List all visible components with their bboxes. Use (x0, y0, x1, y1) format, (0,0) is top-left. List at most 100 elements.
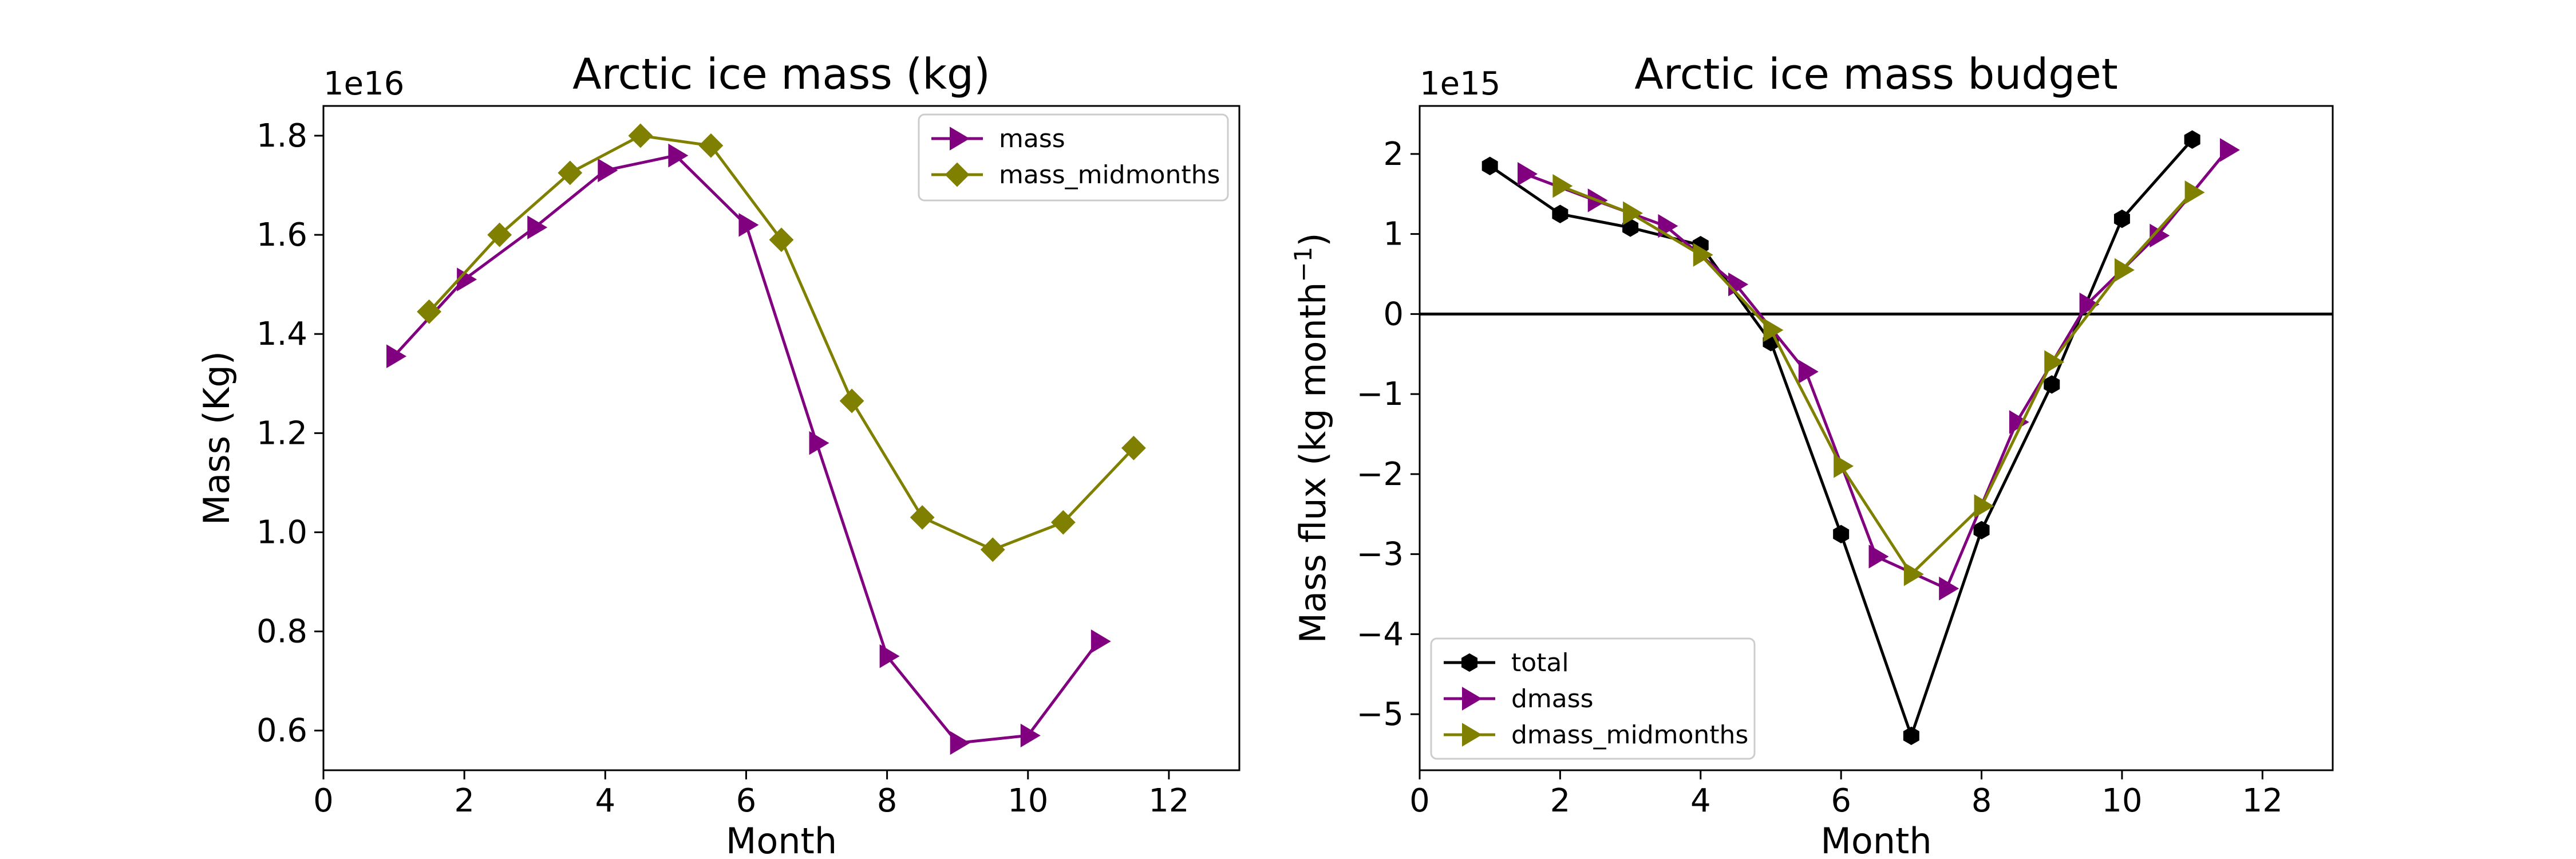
y-axis-label-superscript: −1 (1289, 247, 1317, 282)
legend-marker-total (1461, 653, 1477, 672)
data-point-mass_midmonths (417, 299, 442, 324)
x-tick-label: 4 (1690, 782, 1711, 819)
data-point-dmass (2079, 292, 2100, 317)
data-point-mass (598, 158, 618, 183)
data-point-mass (1020, 723, 1041, 748)
legend-label-dmass_midmonths: dmass_midmonths (1511, 720, 1748, 750)
x-tick-label: 8 (1971, 782, 1992, 819)
y-tick-label: 1.8 (256, 117, 307, 155)
data-point-mass_midmonths (1121, 435, 1146, 460)
data-point-mass_midmonths (1050, 510, 1076, 535)
data-point-mass (668, 143, 689, 168)
data-point-total (2044, 375, 2060, 394)
data-point-total (1833, 525, 1850, 543)
data-point-dmass (1728, 272, 1749, 297)
data-point-dmass_midmonths (1623, 201, 1643, 226)
data-point-mass_midmonths (487, 222, 512, 247)
data-point-total (1552, 204, 1568, 223)
x-axis-label: Month (1820, 820, 1931, 859)
y-tick-label: 1.2 (256, 415, 307, 452)
legend-label-dmass: dmass (1511, 684, 1594, 714)
data-point-mass_midmonths (698, 133, 724, 158)
data-point-total (1973, 521, 1990, 539)
y-tick-label: −4 (1356, 616, 1404, 653)
data-point-dmass_midmonths (1552, 174, 1573, 198)
data-point-mass (386, 344, 407, 368)
legend-box (918, 113, 1229, 202)
legend-marker-mass (950, 127, 970, 151)
y-axis-label: Mass flux (kg month−1) (1289, 233, 1334, 643)
legend-label-total: total (1511, 648, 1569, 677)
x-tick-label: 6 (736, 782, 757, 819)
chart-title: Arctic ice mass budget (1634, 50, 2118, 99)
y-tick-label: −5 (1356, 696, 1404, 733)
data-point-mass (809, 431, 829, 455)
data-point-mass (738, 213, 759, 237)
y-tick-label: −1 (1356, 376, 1404, 413)
plot-frame (322, 105, 1240, 771)
x-tick-label: 4 (595, 782, 615, 819)
data-point-dmass_midmonths (1834, 454, 1854, 478)
legend-marker-dmass_midmonths (1462, 723, 1482, 747)
data-point-dmass (1798, 360, 1819, 384)
data-point-dmass (1868, 545, 1889, 569)
data-point-dmass_midmonths (1693, 243, 1713, 267)
y-axis-label-main: Mass flux (kg month (1292, 282, 1334, 644)
legend: mass mass_midmonths (918, 113, 1229, 202)
y-tick-label: 0.6 (256, 712, 307, 750)
legend-label-mass: mass (999, 124, 1065, 153)
y-offset-label: 1e15 (1420, 65, 1500, 103)
y-tick-label: 1.6 (256, 216, 307, 254)
data-point-mass_midmonths (910, 505, 935, 530)
y-tick-label: 0.8 (256, 613, 307, 651)
x-axis-label: Month (726, 820, 837, 859)
x-tick-label: 6 (1831, 782, 1851, 819)
data-point-mass (950, 731, 970, 755)
y-tick-label: −3 (1356, 536, 1404, 573)
data-point-total (1481, 156, 1498, 175)
y-offset-label: 1e16 (323, 65, 404, 103)
y-tick-label: 0 (1383, 295, 1404, 333)
data-point-total (2113, 209, 2130, 228)
data-point-mass (527, 215, 548, 239)
legend-marker-mass_midmonths (945, 162, 970, 187)
x-tick-label: 10 (1008, 782, 1048, 819)
chart-title: Arctic ice mass (kg) (572, 50, 990, 99)
x-tick-label: 10 (2101, 782, 2142, 819)
legend-label-mass_midmonths: mass_midmonths (999, 160, 1220, 190)
data-point-dmass_midmonths (2114, 258, 2135, 282)
data-point-dmass (2219, 138, 2240, 162)
y-tick-label: 1 (1383, 216, 1404, 253)
legend-box (1430, 637, 1756, 760)
data-point-mass_midmonths (839, 388, 864, 413)
legend-marker-dmass (1462, 687, 1482, 711)
plot-frame (1419, 105, 2334, 771)
data-point-dmass_midmonths (1763, 318, 1784, 342)
data-point-mass_midmonths (628, 123, 653, 148)
x-tick-label: 0 (313, 782, 334, 819)
data-point-mass_midmonths (558, 160, 583, 186)
y-tick-label: 1.4 (256, 316, 307, 353)
x-tick-label: 12 (2242, 782, 2283, 819)
data-point-dmass_midmonths (2184, 180, 2205, 204)
data-point-mass_midmonths (769, 227, 794, 253)
x-tick-label: 2 (1550, 782, 1571, 819)
data-point-mass (1091, 629, 1111, 653)
y-tick-label: −2 (1356, 456, 1404, 493)
data-point-dmass_midmonths (2044, 350, 2065, 374)
data-point-dmass (1518, 162, 1538, 186)
data-point-total (2184, 130, 2200, 149)
data-point-total (1903, 726, 1919, 746)
x-tick-label: 2 (454, 782, 475, 819)
series-line-dmass_midmonths (1559, 184, 2194, 576)
x-tick-label: 0 (1409, 782, 1430, 819)
x-tick-label: 12 (1148, 782, 1189, 819)
legend: total dmass dmass_midmonths (1430, 637, 1756, 760)
x-tick-label: 8 (877, 782, 898, 819)
y-axis-label: Mass (Kg) (196, 351, 238, 525)
data-point-mass_midmonths (980, 537, 1005, 562)
y-tick-label: 1.0 (256, 514, 307, 551)
data-point-dmass_midmonths (1974, 494, 1994, 518)
